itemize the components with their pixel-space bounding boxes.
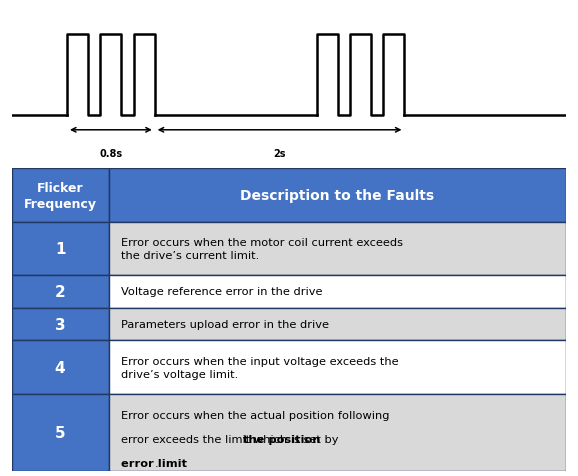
Bar — [109, 394, 566, 471]
Bar — [12, 308, 109, 341]
Bar — [109, 341, 566, 394]
Text: Error occurs when the motor coil current exceeds
the drive’s current limit.: Error occurs when the motor coil current… — [121, 237, 403, 260]
Text: error limit: error limit — [121, 458, 187, 468]
Text: 0.8s: 0.8s — [99, 148, 123, 158]
Text: 5: 5 — [55, 425, 65, 440]
Text: 2: 2 — [55, 284, 65, 299]
Text: 1: 1 — [55, 241, 65, 256]
Text: 3: 3 — [55, 317, 65, 332]
Bar — [12, 222, 109, 276]
Text: the position: the position — [243, 435, 320, 445]
Text: Red Alarm LED Flash: Red Alarm LED Flash — [64, 198, 158, 208]
Text: Description to the Faults: Description to the Faults — [240, 188, 435, 203]
Bar — [109, 169, 566, 222]
Text: .: . — [154, 458, 158, 468]
Text: Flicker
Frequency: Flicker Frequency — [24, 181, 97, 210]
Bar — [12, 341, 109, 394]
Text: error exceeds the limit which is set by: error exceeds the limit which is set by — [121, 435, 342, 445]
Text: Error occurs when the actual position following: Error occurs when the actual position fo… — [121, 410, 390, 420]
Bar — [109, 276, 566, 308]
Text: Time Interval: Time Interval — [250, 198, 309, 208]
Bar — [12, 276, 109, 308]
Bar — [109, 308, 566, 341]
Bar — [12, 169, 109, 222]
Bar — [12, 394, 109, 471]
Text: Parameters upload error in the drive: Parameters upload error in the drive — [121, 319, 329, 329]
Text: Error occurs when the input voltage exceeds the
drive’s voltage limit.: Error occurs when the input voltage exce… — [121, 356, 398, 379]
Text: 4: 4 — [55, 360, 65, 375]
Bar — [109, 222, 566, 276]
Text: 2s: 2s — [273, 148, 286, 158]
Text: Voltage reference error in the drive: Voltage reference error in the drive — [121, 287, 323, 297]
